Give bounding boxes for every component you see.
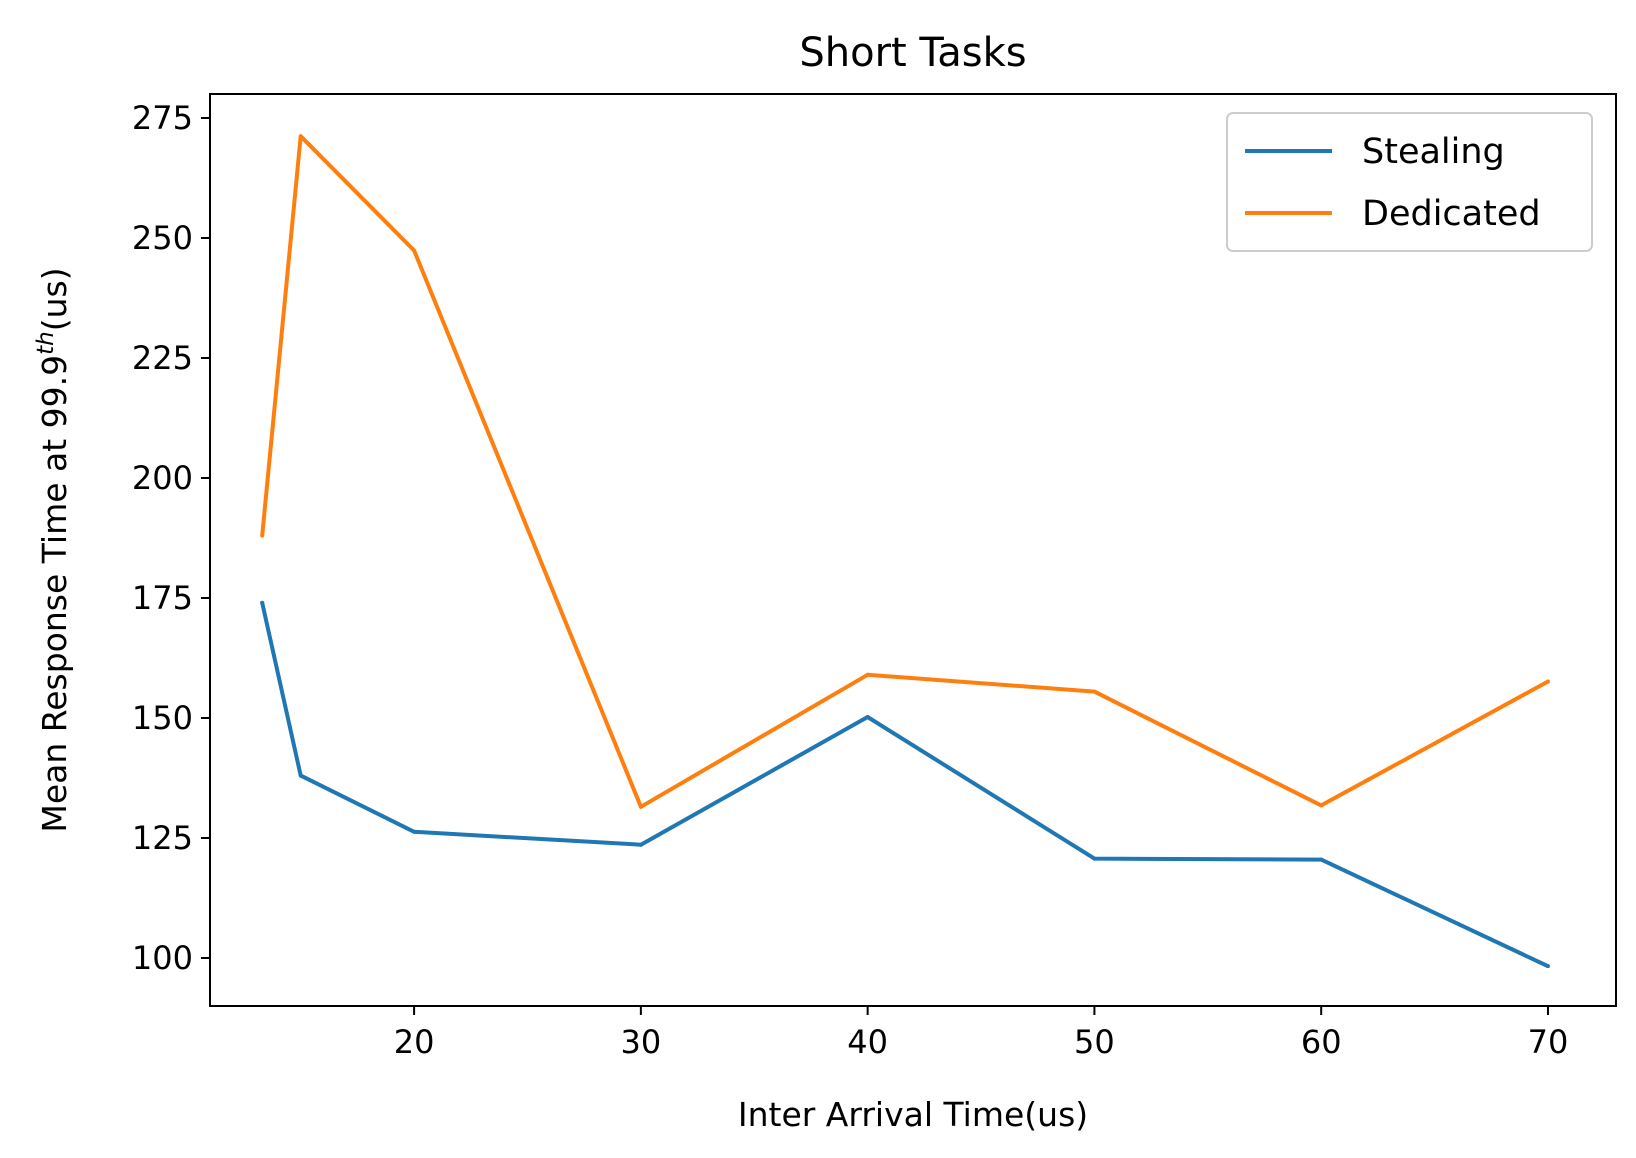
- data-point-dedicated: [865, 672, 870, 677]
- x-tick-label: 20: [394, 1023, 435, 1061]
- data-point-dedicated: [260, 533, 265, 538]
- data-point-dedicated: [412, 248, 417, 253]
- y-axis-label-unit: (us): [35, 267, 74, 331]
- plot-frame: [209, 93, 1617, 1007]
- data-point-dedicated: [1319, 803, 1324, 808]
- series-layer: [260, 134, 1550, 969]
- data-point-stealing: [260, 600, 265, 605]
- y-axis-label-superscript: th: [33, 331, 59, 355]
- legend: Stealing Dedicated: [1226, 112, 1593, 252]
- data-point-stealing: [412, 829, 417, 834]
- data-point-dedicated: [1545, 679, 1550, 684]
- chart-title: Short Tasks: [799, 30, 1026, 76]
- legend-label-stealing: Stealing: [1362, 132, 1505, 172]
- x-tick-label: 70: [1528, 1023, 1569, 1061]
- x-tick-label: 40: [847, 1023, 888, 1061]
- y-tick-label: 125: [132, 819, 193, 857]
- y-axis-label-main: Mean Response Time at 99.9: [35, 355, 74, 833]
- data-point-dedicated: [1092, 689, 1097, 694]
- data-point-dedicated: [638, 804, 643, 809]
- y-axis: 100 125 150 175 200 225 250 275: [132, 99, 210, 977]
- data-point-stealing: [1545, 964, 1550, 969]
- y-tick-label: 200: [132, 459, 193, 497]
- y-tick-label: 150: [132, 699, 193, 737]
- y-tick-label: 250: [132, 219, 193, 257]
- y-tick-label: 100: [132, 939, 193, 977]
- legend-box: [1226, 112, 1593, 252]
- x-axis-label: Inter Arrival Time(us): [738, 1095, 1088, 1134]
- y-axis-label: Mean Response Time at 99.9th(us): [33, 267, 74, 832]
- data-point-stealing: [865, 715, 870, 720]
- series-line-stealing: [260, 602, 1549, 969]
- legend-label-dedicated: Dedicated: [1362, 194, 1541, 234]
- y-tick-label: 175: [132, 579, 193, 617]
- data-point-dedicated: [298, 134, 303, 139]
- x-tick-label: 60: [1301, 1023, 1342, 1061]
- data-point-stealing: [1092, 856, 1097, 861]
- x-tick-label: 50: [1074, 1023, 1115, 1061]
- data-point-stealing: [298, 773, 303, 778]
- data-point-stealing: [638, 842, 643, 847]
- y-tick-label: 225: [132, 339, 193, 377]
- data-point-stealing: [1319, 857, 1324, 862]
- x-tick-label: 30: [621, 1023, 662, 1061]
- y-tick-label: 275: [132, 99, 193, 137]
- x-axis: 20 30 40 50 60 70: [394, 1006, 1569, 1061]
- series-line-dedicated: [260, 134, 1549, 809]
